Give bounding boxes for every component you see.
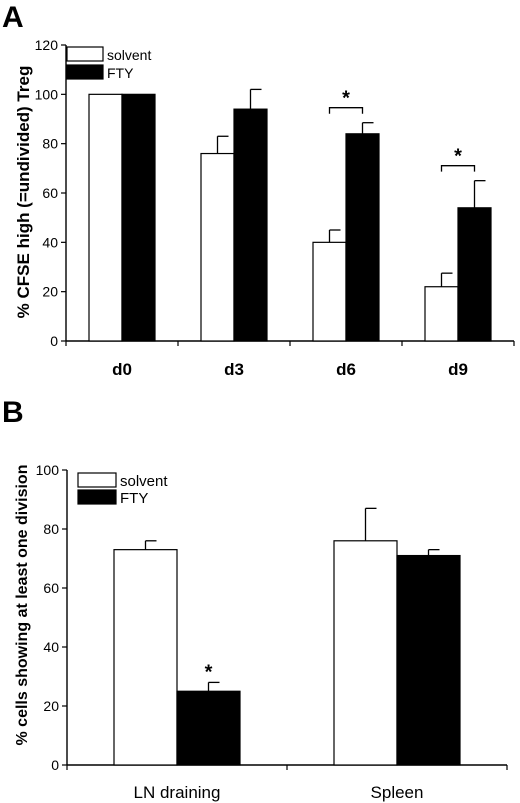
bar-a-FTY-d6 [345,133,380,342]
bar-a-solvent-d9 [424,286,459,342]
y-tick-label-a-80: 80 [42,136,58,152]
y-tick-label-b-0: 0 [51,757,59,773]
bar-a-solvent-d6 [312,241,347,342]
legend-label-b-solvent: solvent [120,473,168,490]
y-axis-label-b: % cells showing at least one division [14,465,31,746]
legend-label-a-solvent: solvent [107,47,151,63]
y-tick-label-b-100: 100 [36,462,60,478]
bar-b-solvent-spleen [333,540,398,766]
y-tick-label-a-40: 40 [42,234,58,250]
chart-panel-a: 0 20 40 60 80 100 120 d0 d3 d6 d9 * * solvent FTY [35,37,515,379]
x-tick-label-a-0: d0 [112,360,132,379]
bar-b-FTY-ln-draining [176,690,241,766]
panel-letter-a: A [2,1,24,34]
significance-bracket-a-1 [440,165,476,172]
y-tick-label-b-80: 80 [43,521,59,537]
significance-star-a-0: * [342,88,350,110]
legend-swatch-b-FTY [77,489,117,505]
x-tick-label-b-0: LN draining [134,783,221,802]
bar-a-FTY-d9 [457,207,492,342]
bar-b-FTY-spleen [396,554,461,766]
x-tick-label-b-1: Spleen [371,783,424,802]
legend-swatch-a-FTY [66,64,104,80]
significance-star-b-0: * [205,661,213,683]
y-tick-label-b-40: 40 [43,639,59,655]
bar-a-FTY-d0 [121,93,156,342]
legend-label-b-FTY: FTY [120,490,148,507]
bar-a-solvent-d3 [200,152,235,342]
y-tick-label-a-60: 60 [42,185,58,201]
x-tick-label-a-3: d9 [448,360,468,379]
bar-b-solvent-ln-draining [113,549,178,766]
significance-bracket-a-0 [328,107,364,114]
legend-swatch-a-solvent [66,46,104,62]
y-axis-label-a: % CFSE high (=undivided) Treg [14,66,33,319]
panel-letter-b: B [2,396,24,429]
legend-swatch-b-solvent [77,472,117,488]
y-tick-label-a-0: 0 [50,333,58,349]
significance-star-a-1: * [454,146,462,168]
bar-a-FTY-d3 [233,108,268,342]
x-tick-label-a-1: d3 [224,360,244,379]
y-tick-label-a-100: 100 [35,86,59,102]
y-tick-label-a-120: 120 [35,37,59,53]
x-tick-label-a-2: d6 [336,360,356,379]
y-tick-label-a-20: 20 [42,284,58,300]
y-tick-label-b-20: 20 [43,698,59,714]
y-tick-label-b-60: 60 [43,580,59,596]
legend-label-a-FTY: FTY [107,65,134,81]
bar-a-solvent-d0 [88,93,123,342]
